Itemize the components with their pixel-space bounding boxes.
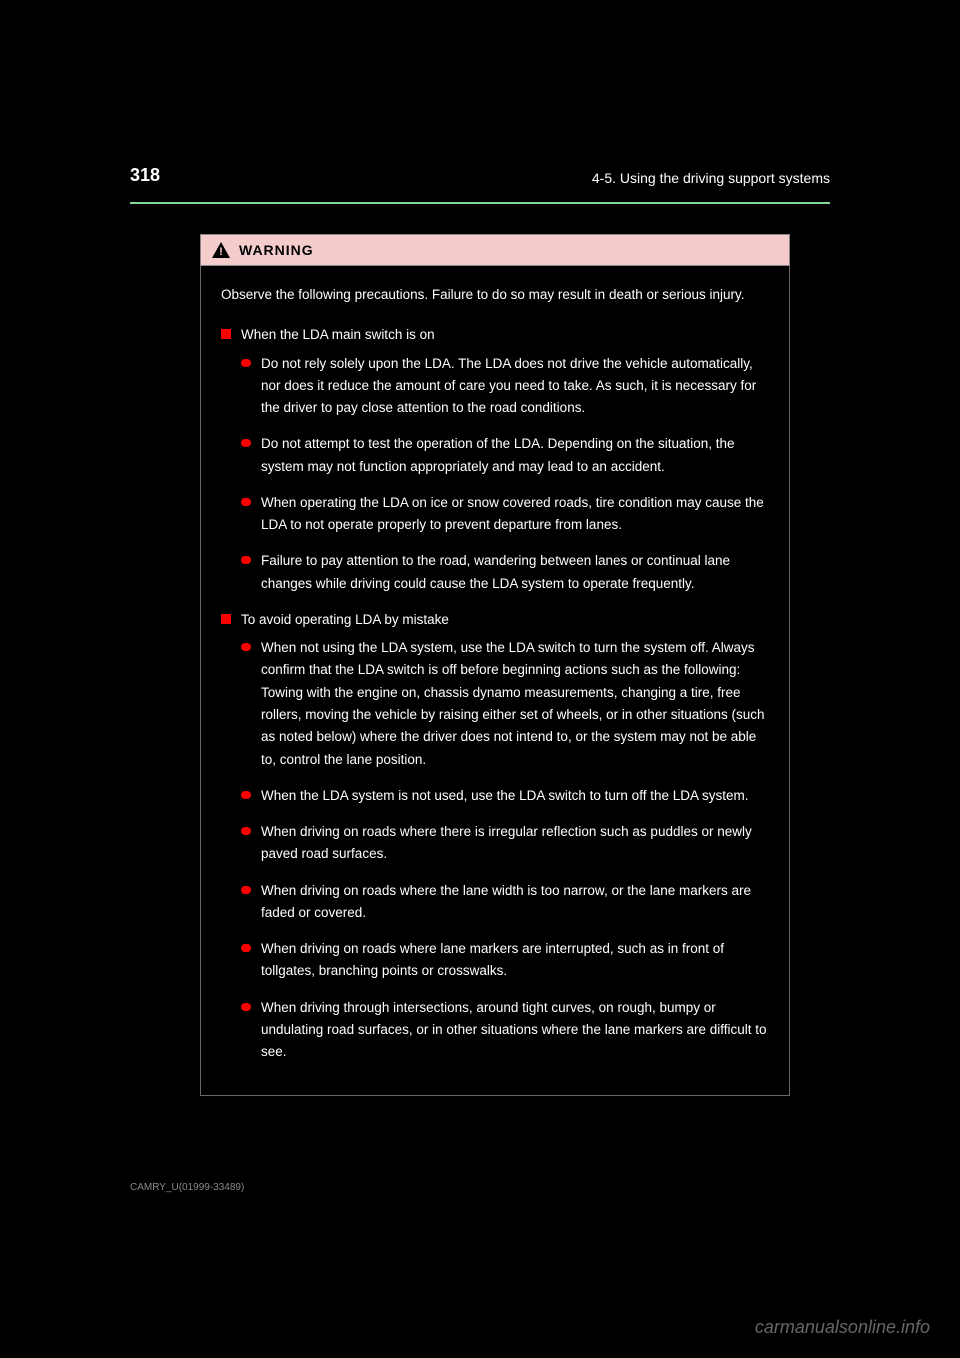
warning-body: Observe the following precautions. Failu… — [200, 266, 790, 1096]
bullet-text: When operating the LDA on ice or snow co… — [261, 492, 769, 537]
red-bullet-icon — [241, 886, 251, 894]
bullet-list-1: When not using the LDA system, use the L… — [221, 637, 769, 1063]
page-number: 318 — [130, 165, 160, 186]
bullet-item: Do not attempt to test the operation of … — [241, 433, 769, 478]
red-bullet-icon — [241, 791, 251, 799]
warning-header: ! WARNING — [200, 234, 790, 266]
bullet-item: Do not rely solely upon the LDA. The LDA… — [241, 353, 769, 420]
warning-triangle-icon: ! — [211, 241, 231, 259]
page-header: 318 4-5. Using the driving support syste… — [130, 165, 830, 194]
bullet-item: When driving on roads where lane markers… — [241, 938, 769, 983]
red-bullet-icon — [241, 1003, 251, 1011]
bullet-text: When not using the LDA system, use the L… — [261, 637, 769, 771]
red-bullet-icon — [241, 498, 251, 506]
header-divider — [130, 202, 830, 204]
red-bullet-icon — [241, 359, 251, 367]
warning-box: ! WARNING Observe the following precauti… — [200, 234, 790, 1096]
bullet-text: Do not attempt to test the operation of … — [261, 433, 769, 478]
red-square-marker — [221, 614, 231, 624]
red-bullet-icon — [241, 556, 251, 564]
bullet-text: Do not rely solely upon the LDA. The LDA… — [261, 353, 769, 420]
warning-label: WARNING — [239, 242, 314, 258]
bullet-item: When the LDA system is not used, use the… — [241, 785, 769, 807]
bullet-text: When driving on roads where lane markers… — [261, 938, 769, 983]
section-title: 4-5. Using the driving support systems — [592, 170, 830, 186]
bullet-text: When the LDA system is not used, use the… — [261, 785, 769, 807]
bullet-item: When driving on roads where there is irr… — [241, 821, 769, 866]
bullet-item: When not using the LDA system, use the L… — [241, 637, 769, 771]
bullet-text: Failure to pay attention to the road, wa… — [261, 550, 769, 595]
bullet-item: When driving through intersections, arou… — [241, 997, 769, 1064]
red-bullet-icon — [241, 944, 251, 952]
bullet-text: When driving through intersections, arou… — [261, 997, 769, 1064]
bullet-text: When driving on roads where there is irr… — [261, 821, 769, 866]
warning-intro: Observe the following precautions. Failu… — [221, 284, 769, 306]
red-bullet-icon — [241, 827, 251, 835]
bullet-item: When operating the LDA on ice or snow co… — [241, 492, 769, 537]
section-heading-text-1: To avoid operating LDA by mistake — [241, 609, 449, 631]
svg-text:!: ! — [219, 246, 223, 258]
red-bullet-icon — [241, 643, 251, 651]
section-heading-text-0: When the LDA main switch is on — [241, 324, 435, 346]
bullet-item: Failure to pay attention to the road, wa… — [241, 550, 769, 595]
red-square-marker — [221, 329, 231, 339]
bullet-list-0: Do not rely solely upon the LDA. The LDA… — [221, 353, 769, 595]
bullet-text: When driving on roads where the lane wid… — [261, 880, 769, 925]
section-heading-1: To avoid operating LDA by mistake — [221, 609, 769, 631]
pdf-date: CAMRY_U(01999-33489) — [130, 1182, 244, 1193]
page-container: 318 4-5. Using the driving support syste… — [130, 0, 830, 1096]
section-heading-0: When the LDA main switch is on — [221, 324, 769, 346]
bullet-item: When driving on roads where the lane wid… — [241, 880, 769, 925]
watermark: carmanualsonline.info — [755, 1317, 930, 1338]
red-bullet-icon — [241, 439, 251, 447]
